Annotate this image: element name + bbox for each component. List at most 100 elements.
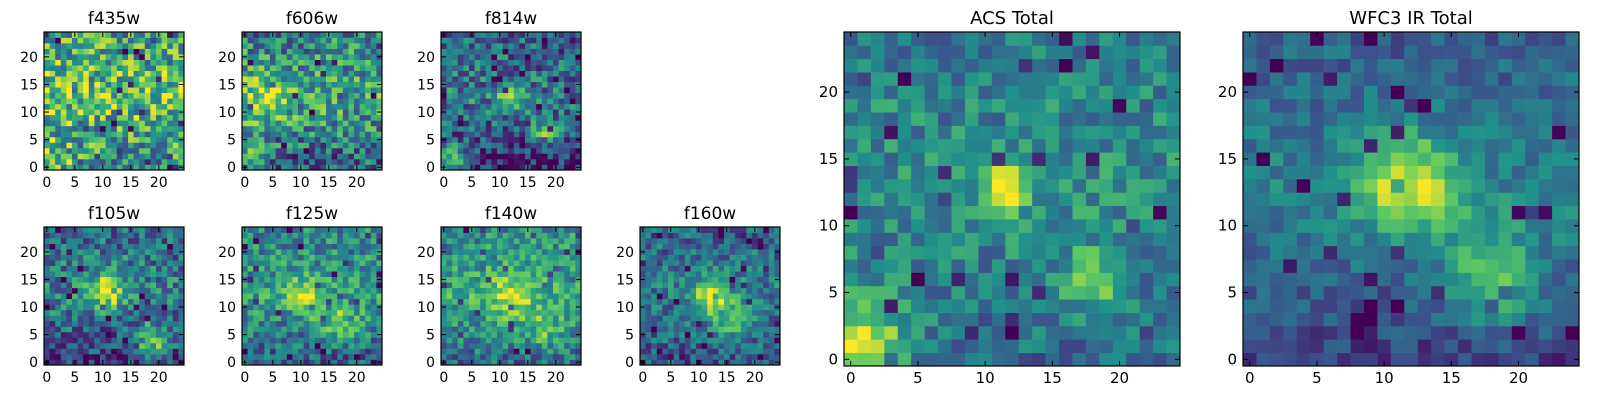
heatmap-cell xyxy=(645,287,652,294)
heatmap-cell xyxy=(897,165,912,180)
heatmap-cell xyxy=(100,158,106,165)
heatmap-cell xyxy=(575,120,582,127)
heatmap-cell xyxy=(172,282,179,289)
heatmap-cell xyxy=(320,76,327,83)
heatmap-cell xyxy=(513,265,520,272)
heatmap-cell xyxy=(457,103,464,110)
heatmap-cell xyxy=(640,326,646,333)
heatmap-cell xyxy=(530,227,537,233)
heatmap-cell xyxy=(303,131,310,138)
heatmap-cell xyxy=(94,298,101,305)
heatmap-cell xyxy=(1045,299,1060,313)
heatmap-cell xyxy=(286,81,293,88)
heatmap-cell xyxy=(264,254,271,261)
heatmap-cell xyxy=(508,142,515,149)
heatmap-cell xyxy=(88,331,95,338)
heatmap-cell xyxy=(370,227,377,233)
heatmap-cell xyxy=(133,254,140,261)
heatmap-cell xyxy=(314,249,321,255)
heatmap-cell xyxy=(897,205,912,220)
heatmap-cell xyxy=(502,92,509,99)
heatmap-cell xyxy=(376,59,383,66)
heatmap-cell xyxy=(105,243,112,250)
heatmap-cell xyxy=(326,326,332,333)
heatmap-cell xyxy=(441,131,447,138)
heatmap-cell xyxy=(88,81,95,88)
heatmap-cell xyxy=(258,337,265,344)
heatmap-cell xyxy=(536,271,543,278)
heatmap-cell xyxy=(978,259,993,273)
heatmap-cell xyxy=(370,114,377,121)
heatmap-cell xyxy=(83,337,90,344)
heatmap-cell xyxy=(55,348,62,355)
heatmap-cell xyxy=(564,158,571,165)
heatmap-cell xyxy=(457,125,464,132)
heatmap-cell xyxy=(463,298,470,305)
heatmap-cell xyxy=(525,81,531,88)
heatmap-cell xyxy=(474,142,481,149)
heatmap-cell xyxy=(1153,325,1167,340)
heatmap-cell xyxy=(497,81,503,88)
heatmap-cell xyxy=(446,92,453,99)
heatmap-cell xyxy=(712,293,719,300)
heatmap-cell xyxy=(474,136,481,143)
heatmap-cell xyxy=(281,65,288,71)
heatmap-cell xyxy=(150,147,157,154)
heatmap-cell xyxy=(66,265,73,272)
heatmap-cell xyxy=(485,353,492,360)
heatmap-cell xyxy=(541,254,548,261)
heatmap-cell xyxy=(88,309,95,316)
heatmap-cell xyxy=(348,87,355,94)
heatmap-cell xyxy=(684,309,691,316)
heatmap-cell xyxy=(768,304,775,311)
heatmap-cell xyxy=(247,103,254,110)
heatmap-cell xyxy=(513,147,520,154)
heatmap-cell xyxy=(286,293,293,300)
heatmap-cell xyxy=(314,320,321,327)
heatmap-cell xyxy=(150,109,157,116)
heatmap-cell xyxy=(270,43,276,49)
heatmap-cell xyxy=(525,136,531,143)
heatmap-cell xyxy=(122,81,129,88)
heatmap-cell xyxy=(303,287,310,294)
heatmap-cell xyxy=(342,32,349,38)
heatmap-cell xyxy=(309,353,316,360)
heatmap-cell xyxy=(774,260,781,266)
heatmap-cell xyxy=(452,326,459,333)
heatmap-cell xyxy=(303,92,310,99)
heatmap-cell xyxy=(712,337,719,344)
heatmap-cell xyxy=(502,238,509,244)
heatmap-cell xyxy=(167,298,174,305)
heatmap-cell xyxy=(844,219,858,233)
heatmap-cell xyxy=(1153,285,1167,300)
heatmap-cell xyxy=(359,276,366,283)
heatmap-cell xyxy=(258,342,265,349)
heatmap-cell xyxy=(519,315,526,322)
heatmap-cell xyxy=(105,293,112,300)
heatmap-cell xyxy=(491,320,498,327)
heatmap-cell xyxy=(253,109,260,116)
heatmap-cell xyxy=(441,309,447,316)
heatmap-cell xyxy=(258,254,265,261)
heatmap-cell xyxy=(684,315,691,322)
heatmap-cell xyxy=(286,276,293,283)
heatmap-cell xyxy=(1018,325,1033,340)
heatmap-cell xyxy=(270,276,276,283)
heatmap-cell xyxy=(156,54,162,60)
heatmap-cell xyxy=(897,285,912,300)
heatmap-cell xyxy=(463,260,470,266)
heatmap-cell xyxy=(281,298,288,305)
heatmap-cell xyxy=(376,243,383,250)
heatmap-cell xyxy=(911,178,925,193)
heatmap-cell xyxy=(1085,245,1100,260)
heatmap-cell xyxy=(502,331,509,338)
heatmap-cell xyxy=(530,43,537,49)
heatmap-cell xyxy=(724,342,730,349)
heatmap-cell xyxy=(88,254,95,261)
heatmap-cell xyxy=(60,43,67,49)
heatmap-cell xyxy=(128,243,134,250)
heatmap-cell xyxy=(342,249,349,255)
heatmap-cell xyxy=(150,87,157,94)
heatmap-cell xyxy=(452,87,459,94)
heatmap-cell xyxy=(60,125,67,132)
